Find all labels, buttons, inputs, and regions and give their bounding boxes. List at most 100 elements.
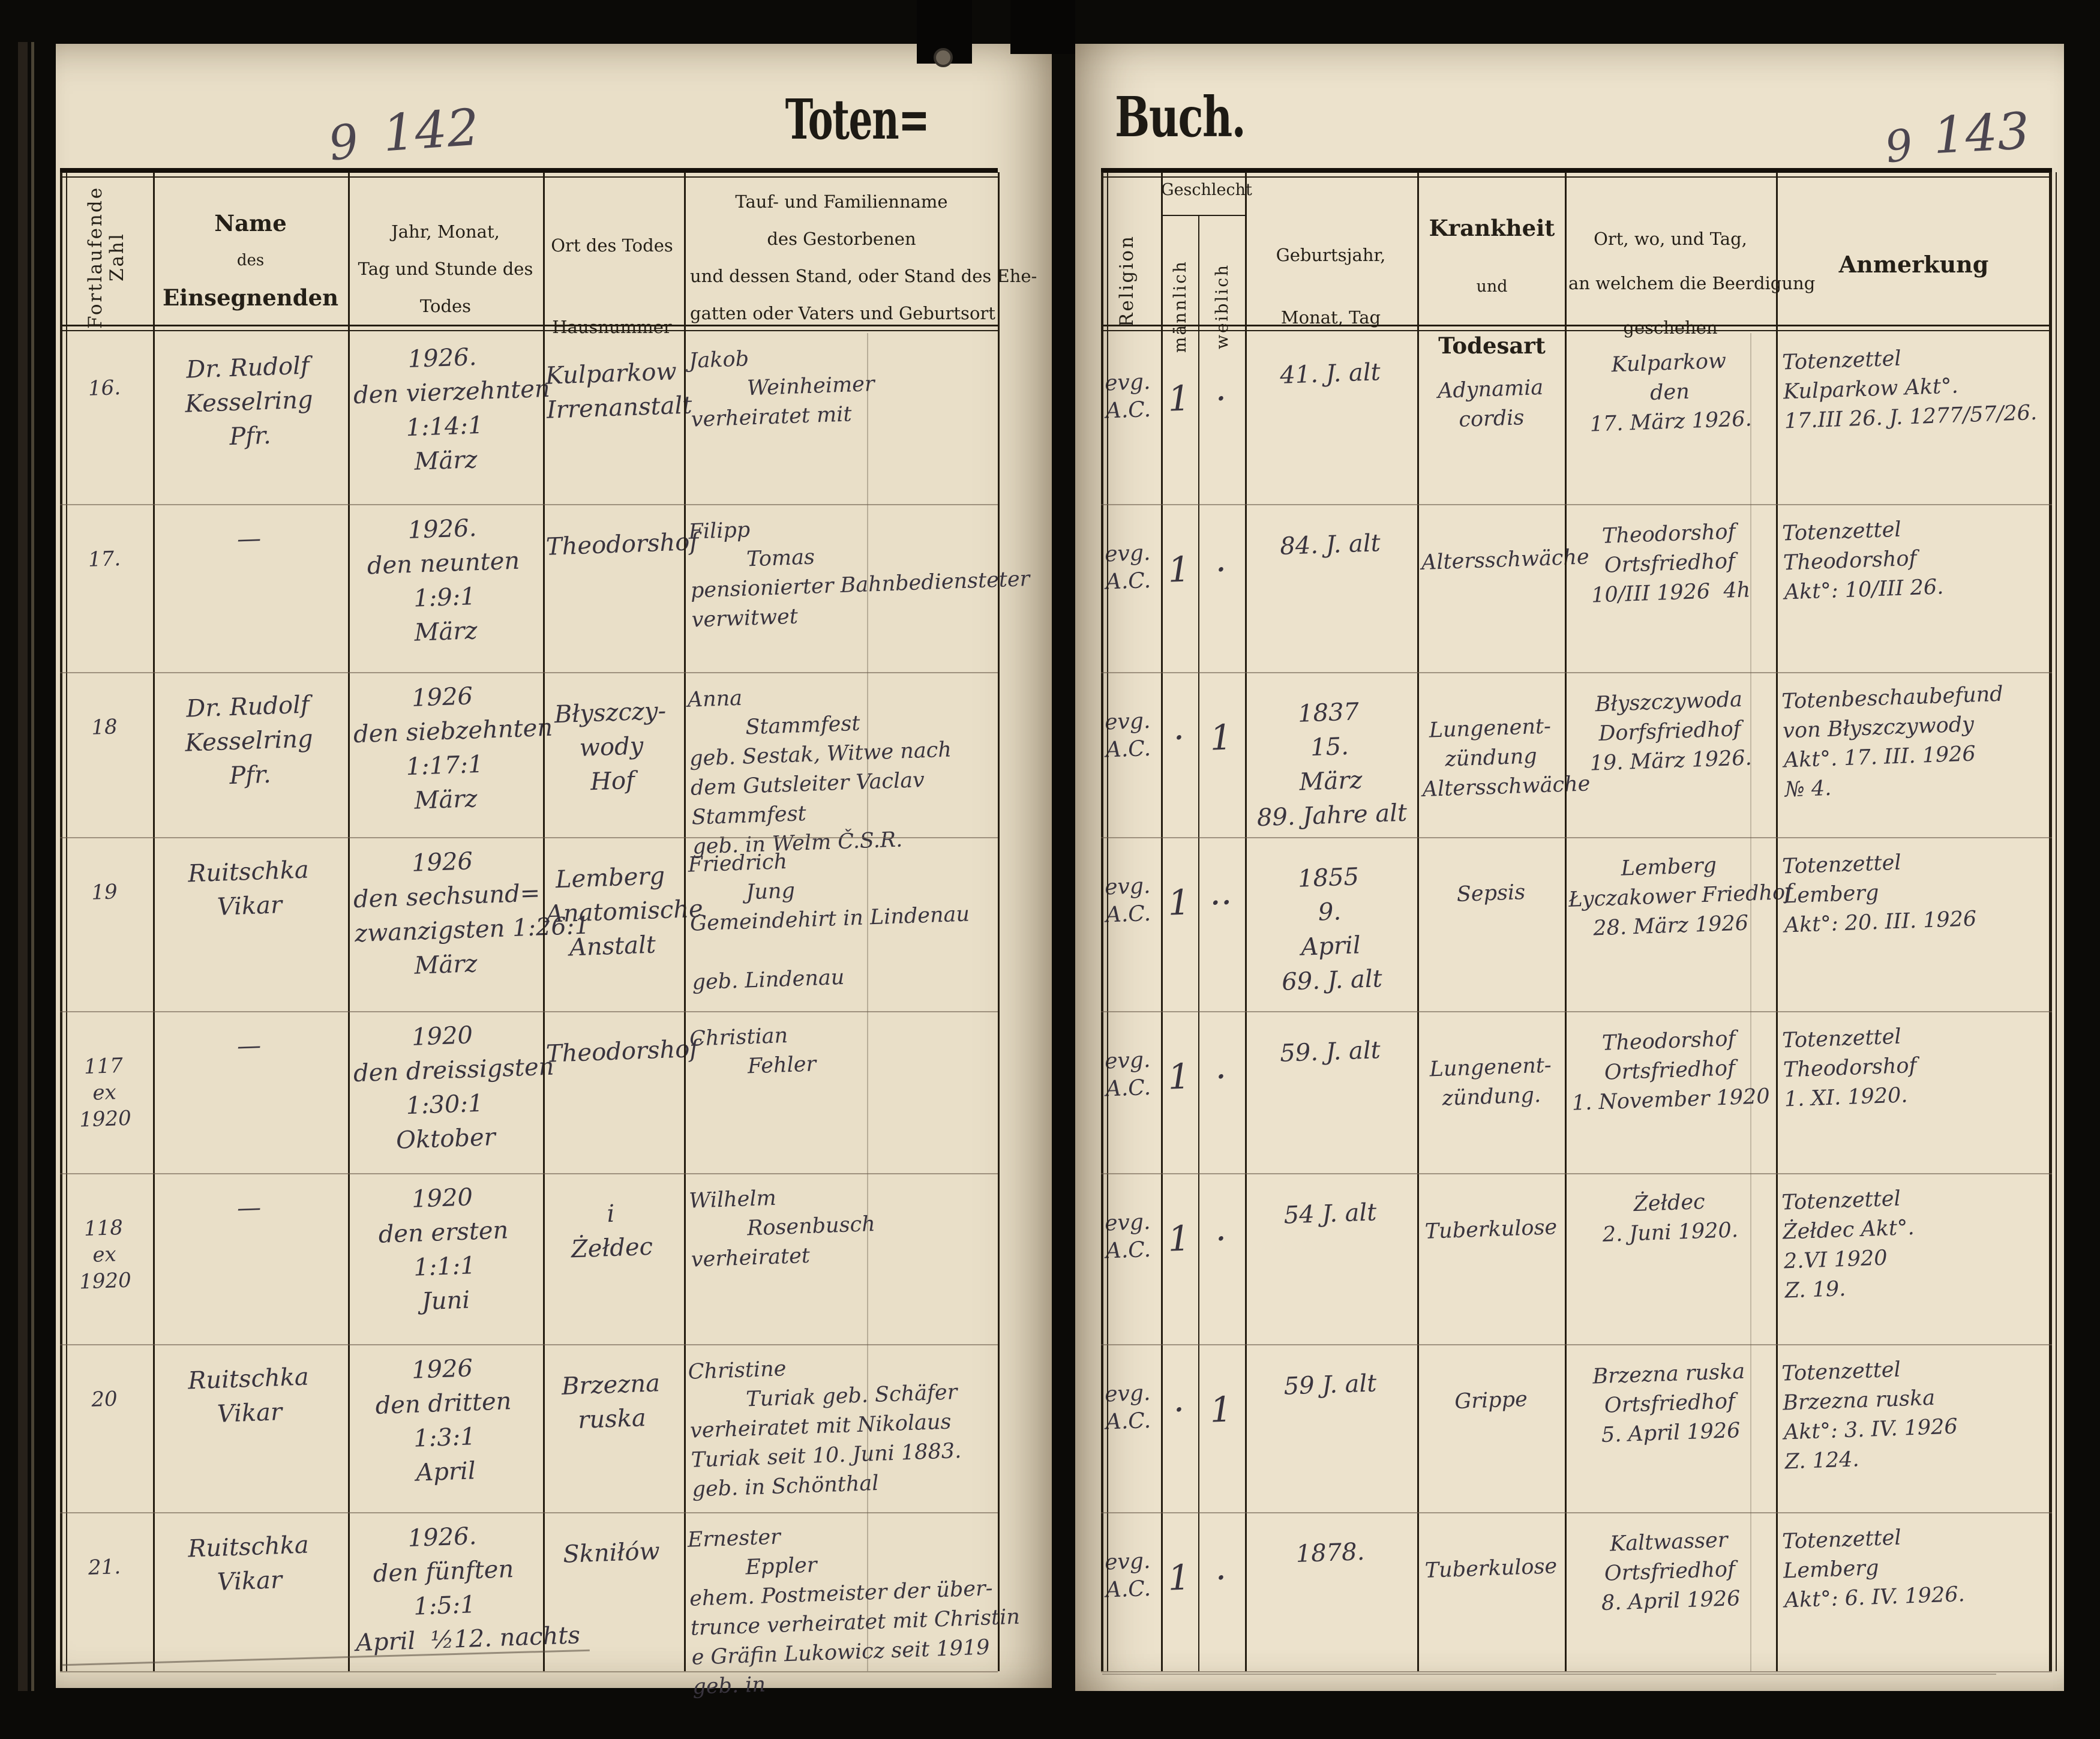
pencil-line: [1102, 1674, 1996, 1675]
grid-line: [60, 325, 998, 326]
right-page-number: 143: [1931, 101, 2031, 166]
row-4-maennlich: 1: [1167, 882, 1191, 924]
grid-line: [60, 168, 998, 173]
row-3-name: Dr. Rudolf Kesselring Pfr.: [184, 691, 314, 790]
row-6-verstorbene: Wilhelm Rosenbusch verheiratet: [688, 1186, 876, 1272]
row-7-verstorbene: Christine Turiak geb. Schäfer verheiratet …: [688, 1357, 962, 1502]
grid-line: [1101, 1344, 2052, 1345]
row-3-maennlich: ·: [1172, 716, 1186, 758]
row-3-zahl: 18: [91, 715, 118, 740]
grid-line: [60, 1512, 998, 1513]
grid-line: [66, 172, 67, 1671]
col-header-krankheit: Krankheit und Todesart: [1429, 215, 1555, 359]
right-page-mark: 9: [1882, 119, 1916, 173]
row-2-datum: 1926. den neunten 1:9:1 März: [367, 514, 520, 647]
grid-line: [1101, 172, 1103, 1671]
row-3-religion: evg. A.C.: [1104, 708, 1151, 763]
row-5-krankheit: Lungenent-zündung.: [1429, 1053, 1552, 1111]
row-2-verstorbene: Filipp Tomas pensionierter Bahnbedienstete…: [688, 518, 1030, 632]
col-header-religion: Religion: [1116, 235, 1138, 327]
grid-line: [60, 672, 998, 673]
row-2-ort: Theodorshof: [545, 527, 699, 561]
row-7-beerdigung: Brzezna ruska Ortsfriedhof 5. April 1926: [1592, 1359, 1745, 1447]
row-8-weiblich: ·: [1214, 1557, 1228, 1599]
row-8-maennlich: 1: [1167, 1557, 1191, 1599]
grid-line: [1565, 172, 1567, 1671]
row-1-verstorbene: Jakob Weinheimer verheiratet mit: [688, 347, 875, 432]
left-page-mark: 9: [325, 113, 362, 172]
grid-line: [1101, 672, 2052, 673]
row-3-verstorbene: Anna Stammfest geb. Sestak, Witwe nach dem …: [687, 686, 952, 859]
row-7-maennlich: ·: [1172, 1389, 1186, 1431]
grid-line: [60, 1671, 998, 1672]
grid-line: [1101, 176, 2052, 178]
grid-line: [998, 172, 1000, 1671]
row-3-ort: Błyszczy-wody Hof: [554, 697, 667, 796]
row-7-anmerkung: Totenzettel Brzezna ruska Akt°: 3. IV. 192…: [1781, 1357, 1958, 1474]
grid-line: [60, 172, 62, 1671]
row-2-weiblich: ·: [1214, 548, 1228, 590]
grid-line: [1101, 330, 2052, 331]
row-2-religion: evg. A.C.: [1104, 540, 1151, 595]
col-header-todesdatum: Jahr, Monat, Tag und Stunde des Todes: [358, 221, 533, 316]
grid-line: [543, 172, 545, 1671]
row-5-verstorbene: Christian Fehler: [689, 1024, 817, 1079]
row-4-name: Ruitschka Vikar: [187, 856, 310, 921]
book-title-right: Buch.: [1115, 85, 1246, 149]
row-5-zahl: 117 ex 1920: [79, 1053, 132, 1132]
row-1-beerdigung: Kulparkow den 17. März 1926.: [1589, 349, 1753, 437]
row-6-datum: 1920 den ersten 1:1:1 Juni: [377, 1183, 509, 1316]
page-stack-edge-highlight: [31, 42, 34, 1691]
col-header-maennlich: männlich: [1170, 260, 1190, 353]
col-header-beerdigung: Ort, wo, und Tag, an welchem die Beerdigu…: [1568, 229, 1816, 338]
row-4-zahl: 19: [91, 880, 118, 905]
row-8-ort: Skniłów: [562, 1537, 661, 1569]
row-6-geburt: 54 J. alt: [1283, 1198, 1378, 1230]
row-8-zahl: 21.: [88, 1555, 121, 1580]
row-7-krankheit: Grippe: [1454, 1387, 1528, 1414]
row-5-beerdigung: Theodorshof Ortsfriedhof 1. November 1920: [1571, 1027, 1771, 1116]
grid-line: [60, 504, 998, 505]
row-1-weiblich: ·: [1214, 377, 1228, 419]
row-8-verstorbene: Ernester Eppler ehem. Postmeister der über…: [687, 1525, 1021, 1699]
row-5-religion: evg. A.C.: [1104, 1047, 1151, 1102]
binder-bolt: [934, 48, 953, 67]
row-4-weiblich: ··: [1209, 882, 1233, 924]
row-1-anmerkung: Totenzettel Kulparkow Akt°. 17.III 26. J. …: [1781, 346, 2038, 434]
row-7-name: Ruitschka Vikar: [187, 1363, 310, 1428]
row-7-geburt: 59 J. alt: [1283, 1369, 1378, 1401]
row-4-beerdigung: Lemberg Łyczakower Friedhof 28. März 1926: [1568, 853, 1793, 941]
grid-line: [1101, 325, 2052, 326]
row-1-datum: 1926. den vierzehnten 1:14:1 März: [353, 343, 551, 476]
grid-line: [348, 172, 350, 1671]
grid-line: [1107, 172, 1108, 1671]
row-8-religion: evg. A.C.: [1104, 1548, 1151, 1603]
row-2-krankheit: Altersschwäche: [1421, 545, 1590, 575]
grid-line: [60, 330, 998, 331]
grid-line: [1101, 1671, 2052, 1672]
grid-line: [684, 172, 686, 1671]
left-page-number: 142: [380, 97, 481, 163]
grid-line: [1417, 172, 1419, 1671]
row-7-weiblich: 1: [1209, 1389, 1233, 1431]
row-7-datum: 1926 den dritten 1:3:1 April: [374, 1354, 512, 1487]
row-4-verstorbene: Friedrich Jung Gemeindehirt in Lindenau ge…: [688, 850, 970, 995]
row-7-ort: Brzezna ruska: [561, 1369, 661, 1434]
row-8-datum: 1926. den fünften 1:5:1 April ½12. nachts: [355, 1522, 581, 1657]
row-2-zahl: 17.: [88, 547, 121, 572]
row-2-name: —: [236, 524, 262, 553]
row-1-geburt: 41. J. alt: [1279, 358, 1381, 389]
row-8-anmerkung: Totenzettel Lemberg Akt°: 6. IV. 1926.: [1781, 1525, 1966, 1613]
col-header-geschlecht: Geschlecht: [1161, 181, 1252, 199]
row-3-beerdigung: Błyszczywoda Dorfsfriedhof 19. März 1926.: [1589, 687, 1753, 776]
grid-line: [1750, 333, 1751, 1671]
grid-line: [1161, 172, 1163, 1671]
grid-line: [1101, 837, 2052, 838]
grid-line: [60, 1011, 998, 1012]
page-stack-edge: [18, 42, 28, 1691]
grid-line: [60, 1173, 998, 1174]
row-4-religion: evg. A.C.: [1104, 873, 1151, 928]
row-5-maennlich: 1: [1167, 1056, 1191, 1098]
row-8-beerdigung: Kaltwasser Ortsfriedhof 8. April 1926: [1601, 1528, 1741, 1615]
row-1-name: Dr. Rudolf Kesselring Pfr.: [184, 352, 314, 451]
